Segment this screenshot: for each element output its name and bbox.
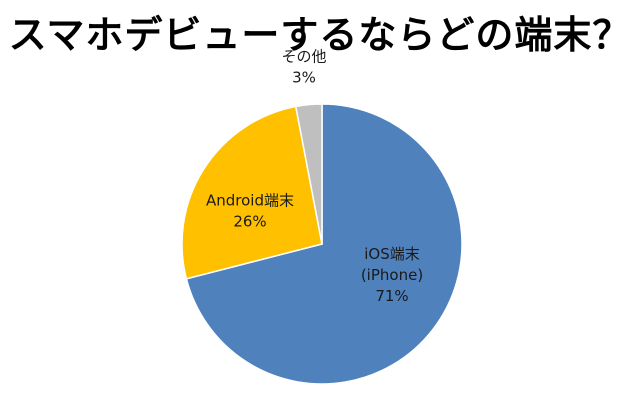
label-ios: iOS端末(iPhone) 71% bbox=[361, 245, 423, 305]
pie-labels: iOS端末(iPhone) 71% Android端末 26% その他 3% bbox=[206, 48, 423, 306]
chart-title: スマホデビューするならどの端末？ bbox=[8, 13, 632, 57]
label-android: Android端末 26% bbox=[206, 192, 294, 231]
label-other: その他 3% bbox=[281, 48, 326, 87]
slice-ios bbox=[185, 103, 463, 385]
pie-slices bbox=[181, 103, 463, 385]
slice-android bbox=[181, 105, 323, 280]
slice-other bbox=[294, 103, 323, 245]
